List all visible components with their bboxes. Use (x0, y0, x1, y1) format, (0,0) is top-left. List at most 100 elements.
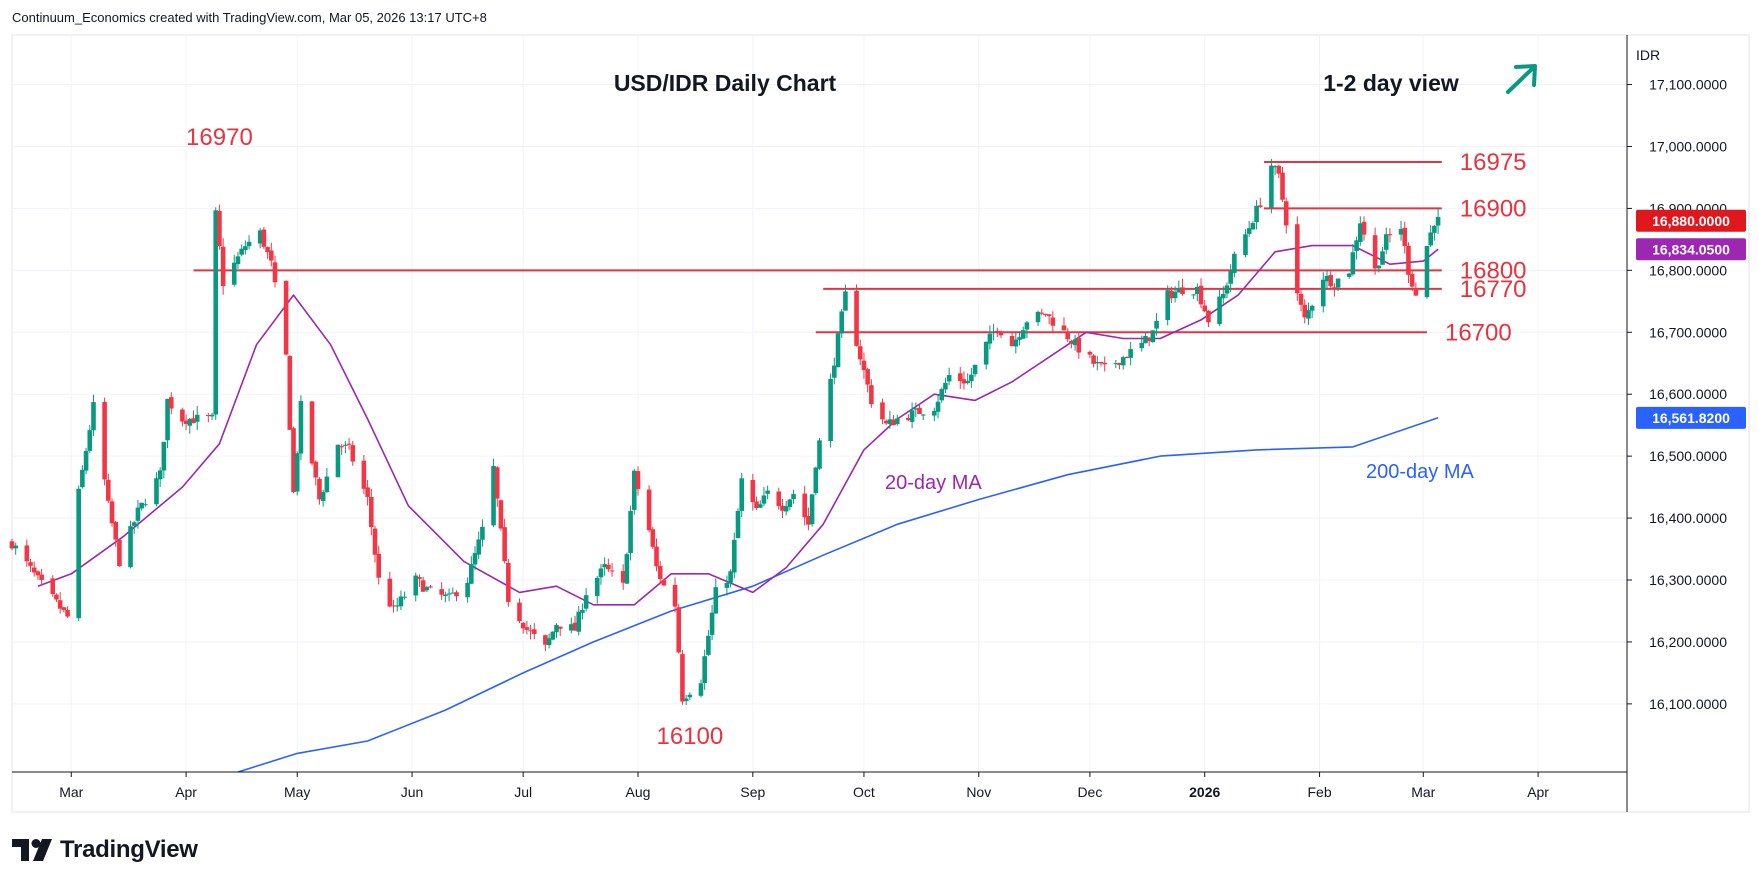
candle-body[interactable] (1035, 311, 1041, 323)
candle-body[interactable] (972, 364, 978, 375)
candle-body[interactable] (946, 375, 952, 382)
candle-body[interactable] (546, 638, 552, 646)
candle-body[interactable] (1087, 351, 1093, 355)
candle-body[interactable] (1202, 305, 1208, 312)
candle-body[interactable] (83, 451, 89, 471)
candle-body[interactable] (739, 478, 745, 511)
candle-body[interactable] (261, 229, 267, 247)
candle-body[interactable] (343, 444, 348, 446)
candle-body[interactable] (550, 631, 556, 640)
candle-body[interactable] (39, 574, 44, 580)
candle-body[interactable] (609, 570, 615, 572)
candle-body[interactable] (324, 476, 330, 493)
candle-body[interactable] (117, 539, 122, 567)
candle-body[interactable] (1146, 337, 1152, 342)
candle-body[interactable] (420, 580, 426, 592)
candle-body[interactable] (113, 521, 119, 540)
candle-body[interactable] (1272, 166, 1278, 168)
candle-body[interactable] (606, 564, 611, 570)
candle-body[interactable] (13, 545, 19, 549)
candle-body[interactable] (1358, 223, 1363, 243)
candle-body[interactable] (761, 495, 767, 504)
candle-body[interactable] (598, 568, 604, 578)
candle-body[interactable] (650, 529, 656, 547)
candle-body[interactable] (991, 331, 996, 333)
candle-body[interactable] (935, 401, 941, 412)
candle-body[interactable] (1176, 287, 1182, 293)
candle-body[interactable] (1206, 310, 1211, 323)
candle-body[interactable] (809, 494, 815, 525)
candle-body[interactable] (76, 488, 81, 619)
candle-body[interactable] (1172, 291, 1178, 299)
candle-body[interactable] (631, 470, 637, 510)
candle-body[interactable] (502, 527, 507, 562)
candle-body[interactable] (61, 607, 67, 610)
candle-body[interactable] (1283, 201, 1289, 226)
candle-body[interactable] (528, 630, 533, 632)
candle-body[interactable] (413, 575, 419, 596)
candle-body[interactable] (1117, 362, 1122, 365)
candle-body[interactable] (1250, 223, 1256, 230)
candle-body[interactable] (880, 402, 885, 420)
candle-body[interactable] (239, 248, 244, 255)
candle-body[interactable] (1065, 331, 1070, 340)
candle-body[interactable] (969, 374, 974, 382)
candle-body[interactable] (154, 478, 159, 505)
candle-body[interactable] (1228, 271, 1233, 284)
candle-body[interactable] (472, 553, 478, 565)
candle-body[interactable] (909, 410, 915, 422)
candle-body[interactable] (765, 490, 770, 494)
candle-body[interactable] (843, 291, 848, 311)
tradingview-logo[interactable]: TradingView (12, 836, 198, 864)
candle-body[interactable] (391, 605, 396, 607)
candle-body[interactable] (498, 500, 504, 529)
candle-body[interactable] (883, 420, 889, 424)
candle-body[interactable] (869, 385, 874, 405)
candle-body[interactable] (594, 577, 600, 596)
candle-body[interactable] (1413, 288, 1419, 296)
candle-body[interactable] (702, 656, 707, 684)
candle-body[interactable] (657, 565, 663, 579)
candle-body[interactable] (1280, 172, 1285, 200)
candle-body[interactable] (1072, 339, 1078, 346)
candle-body[interactable] (583, 595, 589, 609)
candle-body[interactable] (465, 582, 470, 598)
candle-body[interactable] (283, 280, 289, 355)
candle-body[interactable] (543, 635, 548, 645)
candle-body[interactable] (1050, 317, 1056, 326)
candle-body[interactable] (1124, 357, 1130, 359)
candle-body[interactable] (231, 262, 237, 285)
candle-body[interactable] (635, 471, 641, 490)
candle-body[interactable] (183, 420, 189, 424)
candle-body[interactable] (602, 564, 607, 568)
candle-body[interactable] (106, 479, 111, 501)
candle-body[interactable] (817, 440, 822, 469)
candle-body[interactable] (572, 622, 578, 631)
candle-body[interactable] (887, 419, 893, 424)
candle-body[interactable] (1350, 252, 1356, 275)
candle-body[interactable] (932, 410, 937, 416)
candle-body[interactable] (1335, 278, 1341, 288)
candle-body[interactable] (1306, 310, 1311, 319)
candle-body[interactable] (732, 539, 737, 573)
candle-body[interactable] (1013, 339, 1019, 347)
candle-body[interactable] (757, 504, 763, 508)
candle-body[interactable] (35, 571, 41, 576)
candle-body[interactable] (920, 414, 926, 416)
candle-body[interactable] (1383, 234, 1389, 250)
candle-body[interactable] (854, 290, 859, 346)
candle-body[interactable] (1061, 325, 1067, 331)
candle-body[interactable] (1220, 293, 1226, 299)
candle-body[interactable] (709, 612, 715, 635)
x-axis[interactable]: Mar Apr May Jun Jul Aug Sep Oct Nov Dec 2026 Feb Mar… (12, 771, 1627, 800)
candle-body[interactable] (102, 402, 107, 480)
candle-body[interactable] (346, 443, 352, 445)
candle-body[interactable] (724, 582, 730, 588)
candle-body[interactable] (80, 469, 85, 488)
candle-body[interactable] (91, 402, 96, 431)
candle-body[interactable] (87, 430, 93, 451)
candle-body[interactable] (706, 635, 711, 655)
candle-body[interactable] (1195, 286, 1200, 294)
candle-body[interactable] (1332, 287, 1337, 289)
